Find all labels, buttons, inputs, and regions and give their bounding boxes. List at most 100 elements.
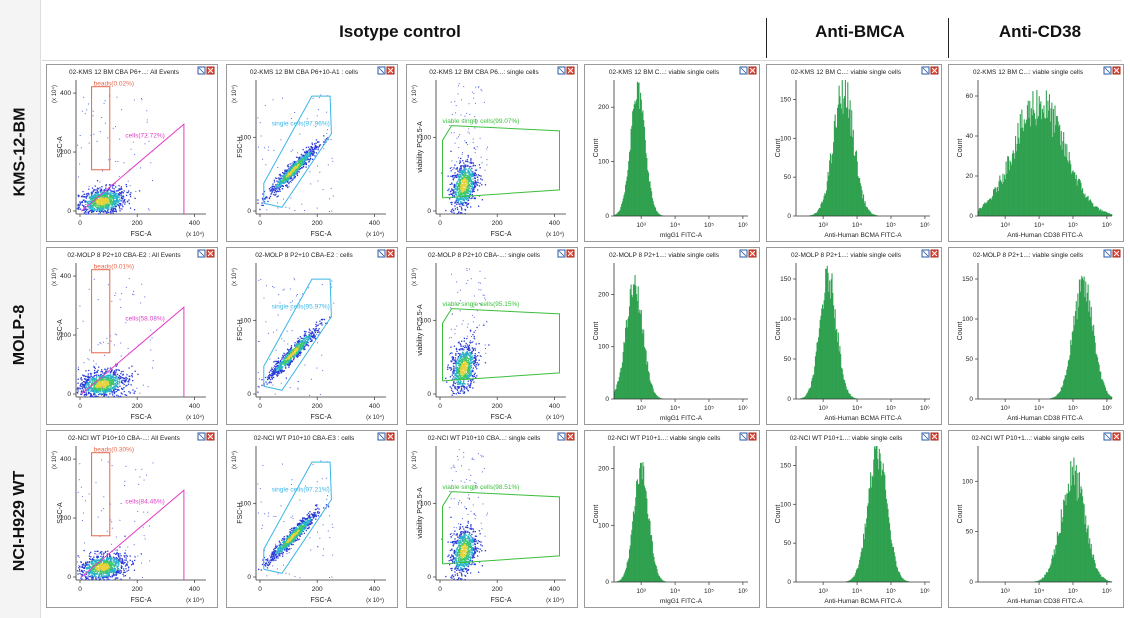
event-dot [467,165,469,167]
histogram-bar [1001,184,1003,216]
event-dot [288,207,290,209]
histogram-bar [984,202,986,216]
event-dot [473,190,475,193]
event-dot [90,201,92,203]
event-dot [459,177,461,179]
event-dot [306,338,308,340]
event-dot [461,212,463,214]
event-dot [456,201,458,204]
event-dot [287,358,289,361]
event-dot [280,372,282,374]
cells-gate-label: cells(72.72%) [125,133,164,140]
event-dot [278,365,280,367]
event-dot [277,368,279,370]
event-dot [286,173,288,175]
event-dot [330,187,332,189]
event-dot [105,207,107,209]
event-dot [274,393,276,395]
event-dot [94,209,96,211]
event-dot [261,204,263,206]
event-dot [121,293,123,295]
event-dot [471,172,473,174]
event-dot [113,392,116,395]
single-cells-gate [263,278,332,391]
histogram-bar [852,129,854,216]
event-dot [282,362,284,364]
event-dot [462,178,464,180]
event-dot [455,201,457,203]
event-dot [146,110,148,112]
event-dot [298,171,300,173]
event-dot [77,194,79,196]
event-dot [110,374,112,376]
event-dot [84,375,87,378]
event-dot [294,167,296,169]
event-dot [463,171,465,174]
event-dot [276,362,278,365]
event-dot [289,288,291,290]
event-dot [467,171,469,173]
event-dot [152,360,154,362]
event-dot [101,386,103,388]
event-dot [81,379,83,381]
event-dot [313,336,316,338]
event-dot [122,374,124,376]
event-dot [268,146,269,148]
histogram-bar [1015,136,1017,216]
event-dot [311,331,313,333]
event-dot [465,168,467,170]
event-dot [102,200,105,202]
event-dot [86,383,88,385]
event-dot [470,197,472,200]
event-dot [459,176,461,178]
event-dot [284,358,286,360]
event-dot [107,203,110,205]
histogram-bar [1024,124,1026,216]
event-dot [83,362,85,364]
event-dot [296,294,298,295]
event-dot [312,335,314,337]
event-dot [464,115,466,117]
event-dot [117,204,119,206]
event-dot [105,389,106,391]
event-dot [468,128,470,130]
row-label-sidebar [0,0,41,618]
histogram-bar [659,214,661,216]
panel-title: 02-MOLP 8 P2+10 CBA-E2 : cells [255,252,353,259]
event-dot [102,204,104,206]
event-dot [99,181,101,183]
event-dot [87,388,89,390]
event-dot [116,190,118,192]
event-dot [297,348,299,350]
event-dot [93,278,95,280]
histogram-bar [1085,196,1088,216]
histogram-bar [1022,131,1025,216]
histogram-bar [1102,211,1104,216]
event-dot [78,206,80,208]
header-anti-cd38: Anti-CD38 [998,22,1082,41]
event-dot [102,383,104,385]
event-dot [94,379,96,381]
event-dot [100,204,102,206]
event-dot [471,167,473,170]
event-dot [93,381,96,383]
event-dot [96,196,98,198]
event-dot [98,374,100,376]
event-dot [278,177,280,179]
histogram-bar [622,198,624,216]
event-dot [100,209,103,211]
event-dot [481,90,483,92]
event-dot [100,199,102,201]
event-dot [79,202,81,204]
event-dot [464,196,466,199]
histogram-bar [1073,172,1075,216]
event-dot [292,349,294,351]
event-dot [471,175,473,177]
event-dot [468,185,470,187]
y-tick-label: 0 [427,208,431,215]
event-dot [81,383,84,386]
event-dot [93,204,95,206]
y-axis-label: Count [775,139,782,158]
histogram-bar [1018,137,1020,216]
cells-gate [80,306,185,397]
